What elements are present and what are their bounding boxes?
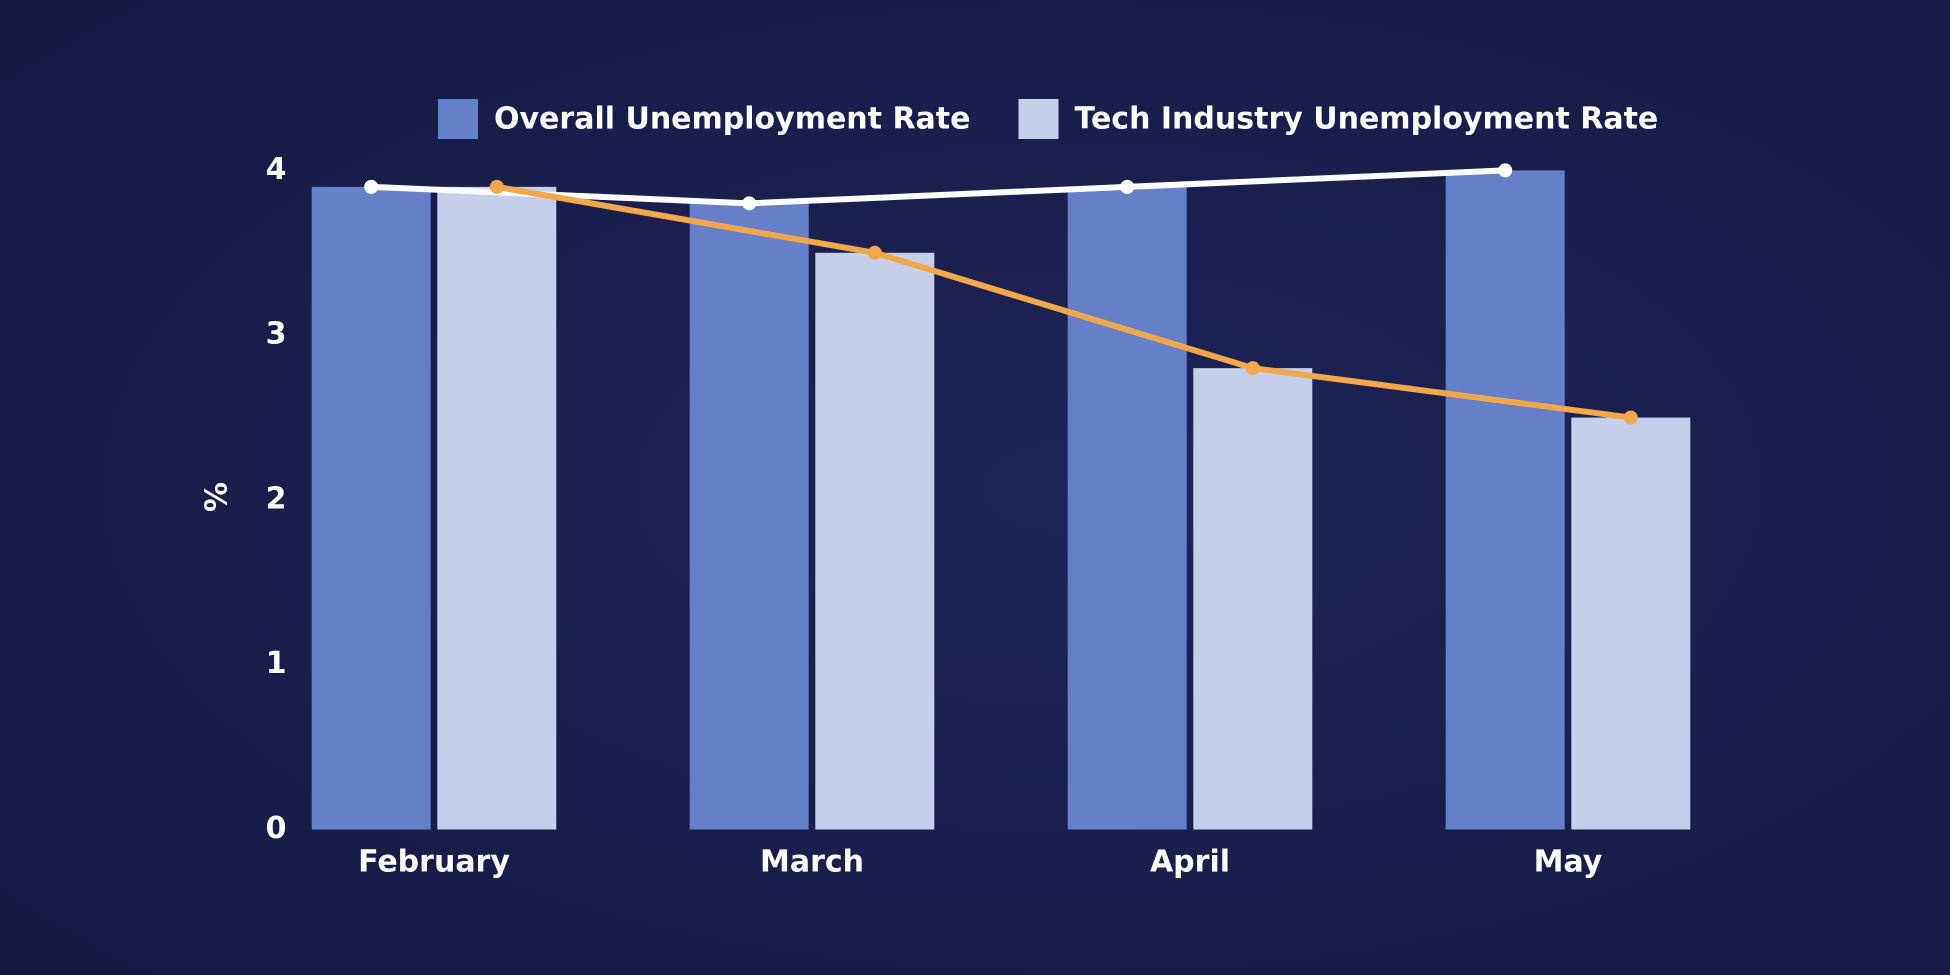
x-tick-label: May [1534,845,1603,880]
bar [1571,417,1691,830]
y-tick-label: 4 [266,152,287,187]
trend-point [1498,163,1513,178]
trend-point [1245,361,1260,376]
bar [437,186,557,830]
bar [1193,368,1313,830]
legend-label: Overall Unemployment Rate [494,102,970,137]
x-tick-label: February [358,845,510,880]
bar [311,186,431,830]
legend-label: Tech Industry Unemployment Rate [1074,102,1658,137]
y-tick-label: 0 [266,811,287,846]
bar [1445,170,1565,830]
legend-swatch [1018,99,1059,139]
y-tick-label: 3 [266,317,287,352]
y-tick-label: 2 [266,481,287,516]
x-tick-label: March [760,845,864,880]
y-tick-label: 1 [266,646,287,681]
x-tick-label: April [1150,845,1230,880]
trend-point [1623,410,1638,425]
trend-point [867,245,882,260]
trend-point [489,179,504,194]
trend-point [742,196,757,211]
trend-point [1120,179,1135,194]
y-axis-label: % [200,482,235,512]
legend-swatch [438,99,478,139]
trend-line [496,183,1632,421]
trend-point [364,179,379,194]
bar [1067,186,1187,830]
bar [689,203,809,830]
bar [815,252,935,830]
